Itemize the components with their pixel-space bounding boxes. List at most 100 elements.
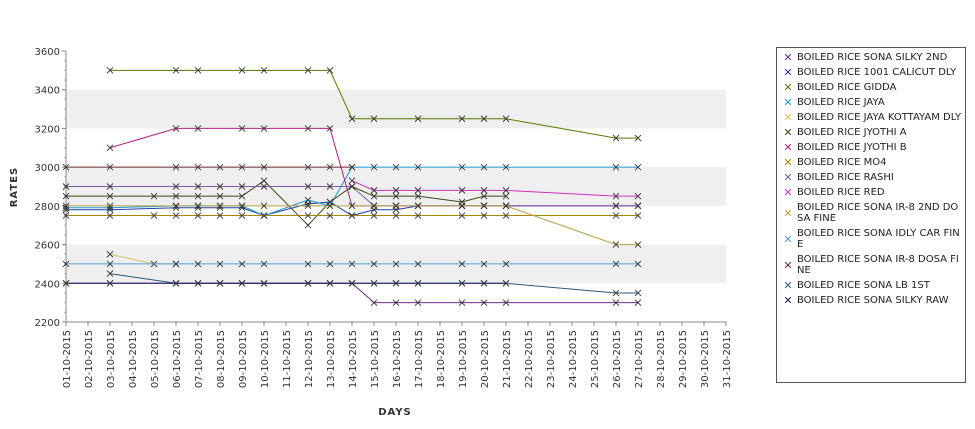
data-point	[260, 163, 268, 171]
data-point	[612, 202, 620, 210]
data-point	[612, 212, 620, 219]
data-point	[260, 212, 268, 219]
data-point	[304, 260, 312, 268]
data-point	[392, 212, 400, 219]
data-point	[304, 221, 312, 229]
data-point	[502, 163, 510, 171]
data-point	[392, 163, 400, 171]
x-tick-label: 20-10-2015	[480, 330, 491, 388]
data-point	[348, 202, 356, 210]
data-point	[480, 115, 488, 123]
x-tick-label: 07-10-2015	[194, 330, 205, 388]
x-tick-label: 29-10-2015	[678, 330, 689, 388]
grid-bands	[66, 89, 726, 284]
data-point	[326, 260, 334, 268]
data-point	[62, 212, 70, 219]
legend-item: ✕ BOILED RICE SONA LB 1ST	[779, 280, 963, 291]
y-tick-label: 2200	[35, 318, 60, 329]
data-point	[304, 202, 312, 210]
x-tick-label: 05-10-2015	[150, 330, 161, 388]
legend-label: BOILED RICE JAYA	[797, 97, 885, 108]
legend-marker-icon: ✕	[783, 294, 793, 307]
legend-item: ✕ BOILED RICE SONA IR-8 DOSA FINE	[779, 254, 963, 276]
legend-label: BOILED RICE JAYA KOTTAYAM DLY	[797, 112, 962, 123]
data-point	[414, 260, 422, 268]
data-point	[414, 202, 422, 210]
data-point	[194, 192, 202, 200]
data-point	[414, 212, 422, 219]
legend-marker-icon: ✕	[783, 156, 793, 169]
x-axis-title: DAYS	[378, 407, 412, 418]
data-point	[238, 125, 246, 132]
y-tick-label: 2600	[35, 241, 60, 252]
data-point	[458, 299, 466, 306]
series-group	[62, 279, 642, 306]
data-point	[480, 187, 488, 194]
data-point	[480, 202, 488, 210]
x-tick-label: 03-10-2015	[106, 330, 117, 388]
data-point	[612, 134, 620, 142]
x-tick-label: 30-10-2015	[700, 330, 711, 388]
data-point	[216, 212, 224, 219]
legend-label: BOILED RICE MO4	[797, 157, 887, 168]
data-point	[260, 279, 268, 287]
series-line	[66, 282, 638, 304]
series-group	[348, 177, 642, 200]
data-point	[238, 279, 246, 287]
legend-label: BOILED RICE SONA SILKY 2ND	[797, 52, 948, 63]
legend-label: BOILED RICE SONA LB 1ST	[797, 280, 930, 291]
data-point	[172, 67, 180, 74]
data-point	[348, 115, 356, 123]
legend-label: BOILED RICE JYOTHI A	[797, 127, 907, 138]
x-tick-label: 31-10-2015	[722, 330, 733, 388]
data-point	[480, 260, 488, 268]
x-tick-label: 15-10-2015	[370, 330, 381, 388]
data-point	[370, 163, 378, 171]
data-point	[634, 260, 642, 268]
data-point	[106, 144, 114, 152]
data-point	[106, 250, 114, 258]
data-point	[194, 125, 202, 132]
data-point	[458, 212, 466, 219]
data-point	[62, 260, 70, 268]
data-point	[458, 163, 466, 171]
data-point	[634, 202, 642, 210]
grid-band	[66, 89, 726, 129]
data-point	[502, 202, 510, 210]
data-point	[304, 163, 312, 171]
series-group	[62, 260, 642, 268]
data-point	[172, 202, 180, 210]
data-point	[634, 289, 642, 297]
data-point	[62, 202, 70, 210]
series-layer	[62, 67, 642, 306]
data-point	[458, 115, 466, 123]
legend-marker-icon: ✕	[783, 232, 793, 246]
legend-label: BOILED RICE SONA SILKY RAW	[797, 295, 949, 306]
y-tick-label: 3200	[35, 124, 60, 135]
data-point	[238, 192, 246, 200]
x-tick-label: 12-10-2015	[304, 330, 315, 388]
data-point	[634, 192, 642, 200]
data-point	[634, 299, 642, 306]
x-tick-label: 02-10-2015	[84, 330, 95, 388]
data-point	[612, 289, 620, 297]
data-point	[106, 67, 114, 74]
series-line	[66, 205, 638, 246]
data-point	[480, 279, 488, 287]
data-point	[612, 192, 620, 200]
x-tick-label: 13-10-2015	[326, 330, 337, 388]
data-point	[502, 279, 510, 287]
data-point	[370, 202, 378, 210]
data-point	[304, 183, 312, 190]
data-point	[392, 192, 400, 200]
data-point	[304, 279, 312, 287]
y-axis-title: RATES	[9, 167, 20, 208]
data-point	[260, 177, 268, 185]
x-tick-label: 22-10-2015	[524, 330, 535, 388]
data-point	[260, 183, 268, 190]
data-point	[172, 212, 180, 219]
data-point	[634, 134, 642, 142]
legend-item: ✕ BOILED RICE SONA IDLY CAR FINE	[779, 228, 963, 250]
data-point	[194, 212, 202, 219]
data-point	[194, 202, 202, 210]
